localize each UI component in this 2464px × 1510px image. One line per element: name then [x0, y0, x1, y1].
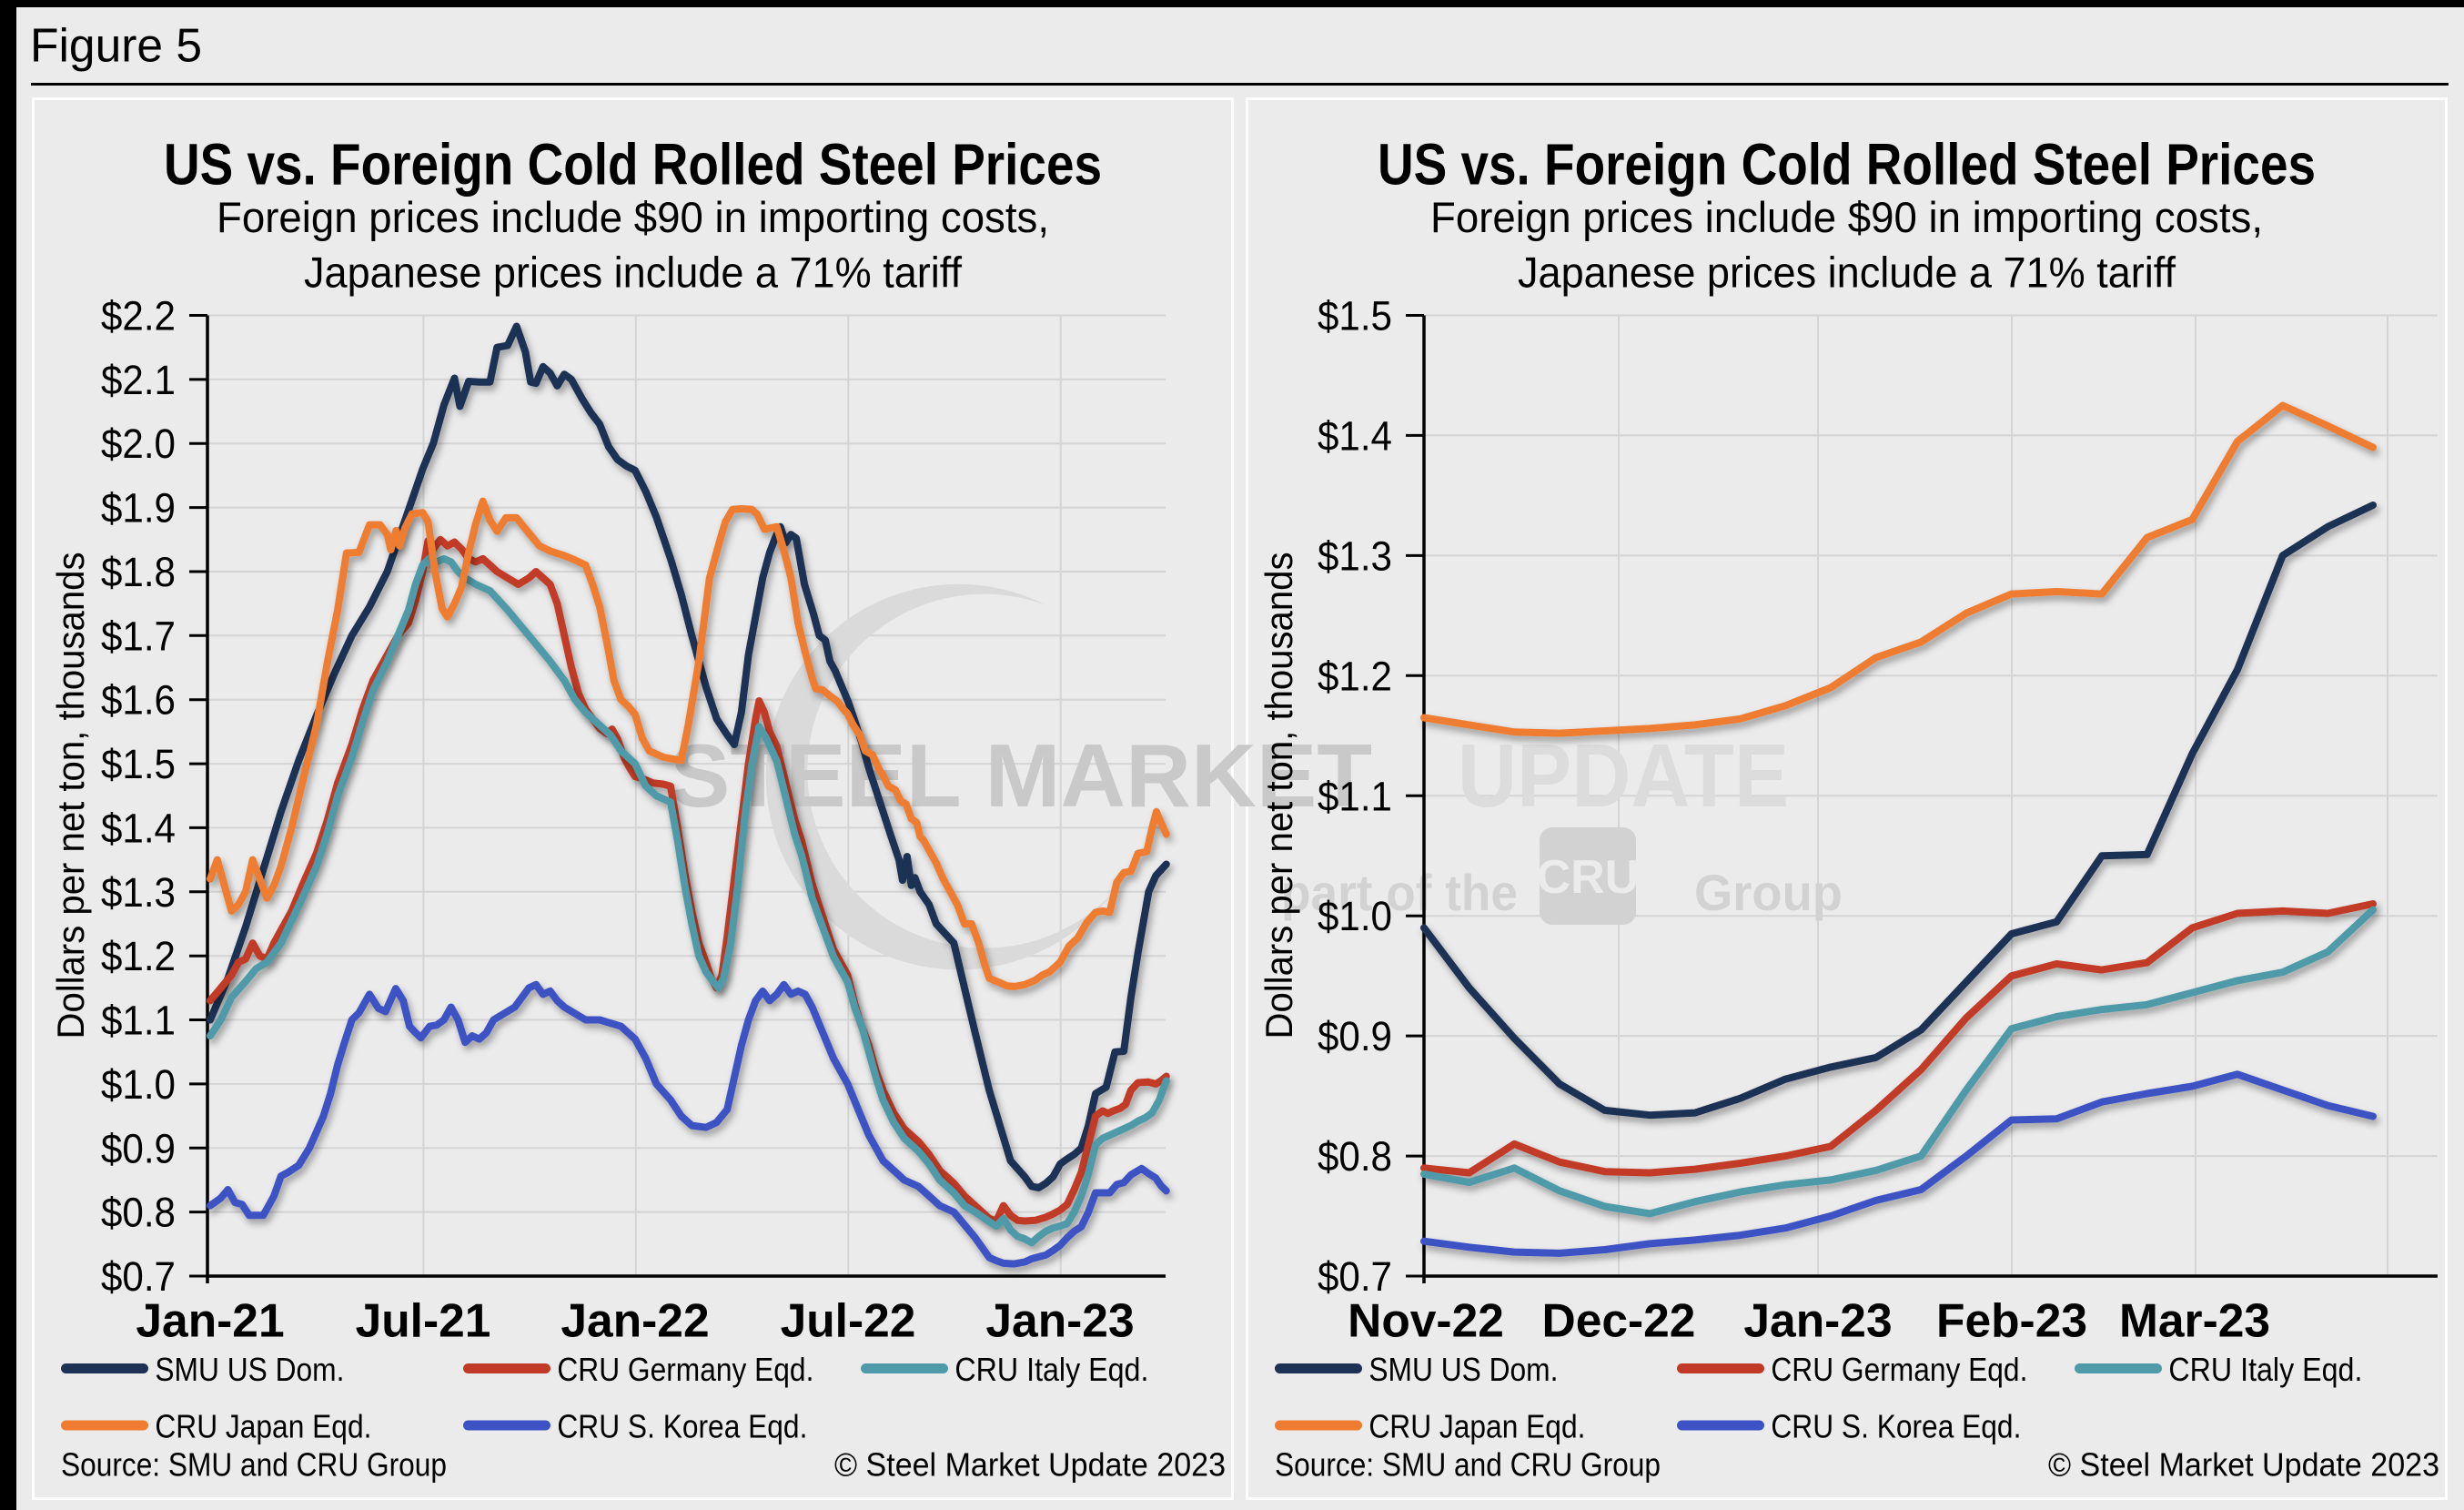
svg-text:$1.5: $1.5 — [101, 741, 176, 787]
svg-text:$0.9: $0.9 — [1318, 1013, 1392, 1059]
svg-text:Dec-22: Dec-22 — [1542, 1294, 1696, 1347]
svg-text:CRU S. Korea Eqd.: CRU S. Korea Eqd. — [557, 1408, 807, 1445]
svg-text:CRU: CRU — [1537, 851, 1640, 904]
svg-text:Group: Group — [1694, 864, 1843, 921]
svg-text:Jan-23: Jan-23 — [985, 1294, 1134, 1347]
svg-text:Jul-22: Jul-22 — [781, 1294, 916, 1347]
svg-text:Foreign prices include $90 in: Foreign prices include $90 in importing … — [1430, 193, 2263, 241]
svg-text:Figure 5: Figure 5 — [30, 20, 202, 73]
svg-text:$1.1: $1.1 — [101, 998, 176, 1044]
svg-text:$0.9: $0.9 — [101, 1125, 176, 1171]
svg-text:$1.7: $1.7 — [101, 613, 176, 659]
svg-text:$1.8: $1.8 — [101, 549, 176, 595]
svg-text:$1.1: $1.1 — [1318, 773, 1392, 819]
svg-text:Mar-23: Mar-23 — [2119, 1294, 2270, 1347]
svg-text:Jan-22: Jan-22 — [560, 1294, 709, 1347]
svg-text:© Steel Market Update 2023: © Steel Market Update 2023 — [834, 1445, 1226, 1483]
svg-text:Dollars per net ton, thousands: Dollars per net ton, thousands — [1257, 552, 1300, 1039]
svg-text:$2.1: $2.1 — [101, 357, 176, 403]
svg-text:CRU Japan Eqd.: CRU Japan Eqd. — [155, 1408, 371, 1445]
svg-text:Jan-23: Jan-23 — [1743, 1294, 1892, 1347]
svg-text:$1.0: $1.0 — [1318, 893, 1392, 939]
svg-text:CRU Germany Eqd.: CRU Germany Eqd. — [557, 1351, 813, 1388]
svg-text:CRU Japan Eqd.: CRU Japan Eqd. — [1368, 1408, 1585, 1445]
svg-text:$0.7: $0.7 — [101, 1253, 176, 1300]
svg-text:CRU S. Korea Eqd.: CRU S. Korea Eqd. — [1771, 1408, 2021, 1445]
svg-text:$1.2: $1.2 — [1318, 653, 1392, 699]
svg-text:$0.8: $0.8 — [101, 1190, 176, 1236]
svg-text:$1.9: $1.9 — [101, 485, 176, 532]
svg-text:© Steel Market Update 2023: © Steel Market Update 2023 — [2048, 1445, 2439, 1483]
svg-text:part of the: part of the — [1281, 864, 1518, 921]
svg-text:CRU Germany Eqd.: CRU Germany Eqd. — [1771, 1351, 2027, 1388]
svg-text:Jan-21: Jan-21 — [136, 1294, 284, 1347]
svg-text:$2.0: $2.0 — [101, 421, 176, 467]
svg-text:SMU US Dom.: SMU US Dom. — [155, 1351, 344, 1388]
svg-text:Source: SMU and CRU Group: Source: SMU and CRU Group — [61, 1445, 447, 1483]
svg-text:Japanese prices include a 71%: Japanese prices include a 71% tariff — [1518, 248, 2176, 297]
svg-text:$0.7: $0.7 — [1318, 1253, 1392, 1300]
svg-text:$1.5: $1.5 — [1318, 293, 1392, 339]
svg-text:Jul-21: Jul-21 — [356, 1294, 491, 1347]
svg-text:US vs. Foreign Cold Rolled Ste: US vs. Foreign Cold Rolled Steel Prices — [1378, 131, 2316, 197]
svg-text:Source: SMU and CRU Group: Source: SMU and CRU Group — [1275, 1445, 1661, 1483]
svg-text:Foreign prices include $90 in: Foreign prices include $90 in importing … — [217, 193, 1049, 241]
svg-text:$1.3: $1.3 — [101, 869, 176, 916]
svg-text:$1.4: $1.4 — [101, 805, 176, 851]
svg-text:$0.8: $0.8 — [1318, 1133, 1392, 1180]
svg-text:Dollars per net ton, thousands: Dollars per net ton, thousands — [49, 552, 92, 1039]
svg-text:US vs. Foreign Cold Rolled Ste: US vs. Foreign Cold Rolled Steel Prices — [164, 131, 1102, 197]
svg-text:$1.4: $1.4 — [1318, 412, 1392, 459]
svg-text:Nov-22: Nov-22 — [1348, 1294, 1504, 1347]
svg-text:$1.3: $1.3 — [1318, 532, 1392, 579]
svg-text:CRU Italy Eqd.: CRU Italy Eqd. — [954, 1351, 1148, 1388]
svg-text:$2.2: $2.2 — [101, 293, 176, 339]
svg-text:$1.0: $1.0 — [101, 1061, 176, 1108]
svg-text:Japanese prices include a 71%: Japanese prices include a 71% tariff — [304, 248, 963, 297]
svg-text:CRU Italy Eqd.: CRU Italy Eqd. — [2168, 1351, 2362, 1388]
svg-text:$1.6: $1.6 — [101, 677, 176, 724]
svg-text:SMU US Dom.: SMU US Dom. — [1368, 1351, 1558, 1388]
svg-text:UPDATE: UPDATE — [1458, 725, 1789, 826]
svg-text:Feb-23: Feb-23 — [1936, 1294, 2087, 1347]
svg-text:$1.2: $1.2 — [101, 933, 176, 979]
